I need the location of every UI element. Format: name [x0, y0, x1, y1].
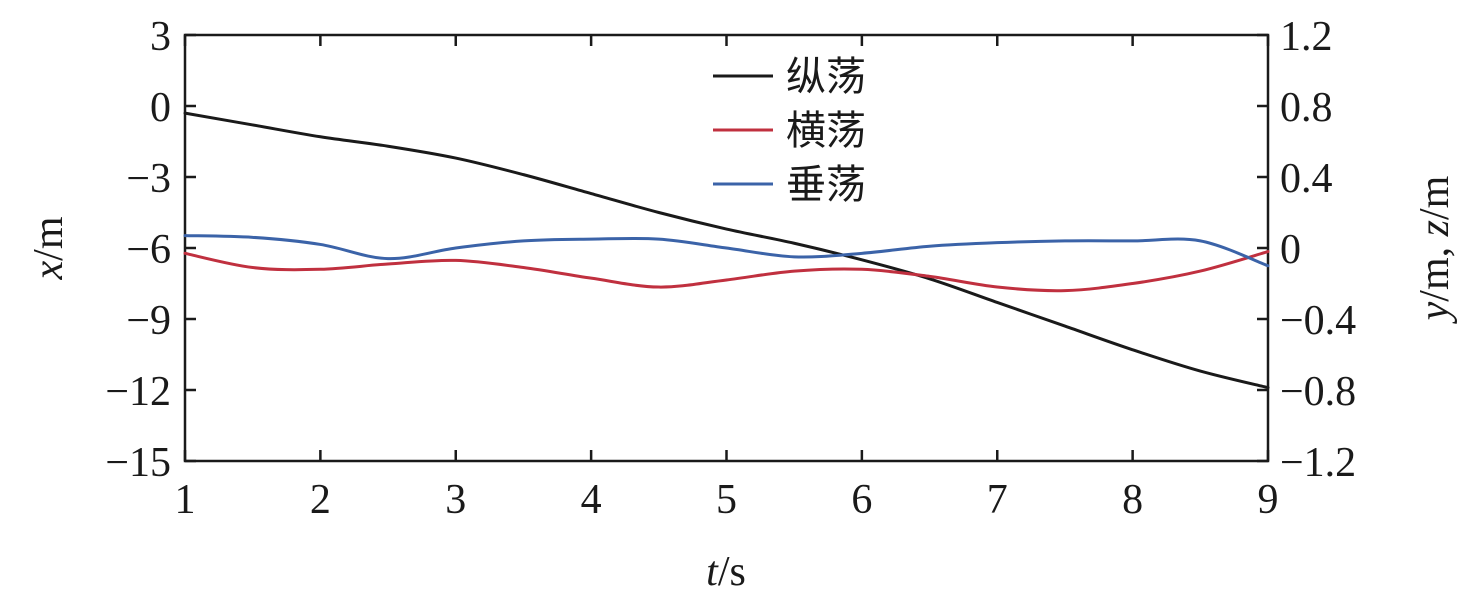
- legend-label-heave: 垂荡: [786, 162, 866, 208]
- series-line-heave: [183, 234, 1270, 268]
- y-axis-left-title: x/m: [26, 216, 72, 280]
- y-left-tick-label: −9: [126, 298, 171, 344]
- x-tick-label: 3: [445, 477, 466, 523]
- x-tick-label: 1: [175, 477, 196, 523]
- y-left-tick-label: −15: [105, 440, 171, 486]
- series-line-sway: [183, 250, 1270, 293]
- legend-label-surge: 纵荡: [786, 54, 866, 100]
- x-tick-label: 7: [987, 477, 1008, 523]
- y-left-tick-label: −3: [126, 156, 171, 202]
- y-left-tick-label: −6: [126, 227, 171, 273]
- x-tick-label: 5: [716, 477, 737, 523]
- y-right-tick-label: 0.8: [1280, 85, 1333, 131]
- y-axis-left: 3 0 −3 −6 −9 −12 −15: [105, 14, 196, 486]
- x-tick-label: 8: [1122, 477, 1143, 523]
- y-right-tick-label: −0.8: [1280, 369, 1356, 415]
- y-right-tick-label: −0.4: [1280, 298, 1356, 344]
- y-axis-right: 1.2 0.8 0.4 0 −0.4 −0.8 −1.2: [1257, 14, 1356, 486]
- y-left-tick-label: 0: [150, 85, 171, 131]
- y-left-tick-label: 3: [150, 14, 171, 60]
- series-lines: [183, 111, 1270, 390]
- series-line-surge: [183, 111, 1270, 390]
- y-axis-right-title: y/m, z/m: [1412, 175, 1458, 324]
- legend: 纵荡 横荡 垂荡: [713, 54, 866, 208]
- y-right-tick-label: 0: [1280, 227, 1301, 273]
- x-tick-label: 2: [310, 477, 331, 523]
- x-tick-label: 4: [581, 477, 602, 523]
- y-right-tick-label: 1.2: [1280, 14, 1333, 60]
- x-tick-label: 9: [1258, 477, 1279, 523]
- x-axis-title: t/s: [706, 549, 746, 595]
- legend-label-sway: 横荡: [786, 108, 866, 154]
- y-left-tick-label: −12: [105, 369, 171, 415]
- x-axis: 1 2 3 4 5 6 7 8 9: [175, 35, 1279, 523]
- y-right-tick-label: −1.2: [1280, 440, 1356, 486]
- y-right-tick-label: 0.4: [1280, 156, 1333, 202]
- x-tick-label: 6: [851, 477, 872, 523]
